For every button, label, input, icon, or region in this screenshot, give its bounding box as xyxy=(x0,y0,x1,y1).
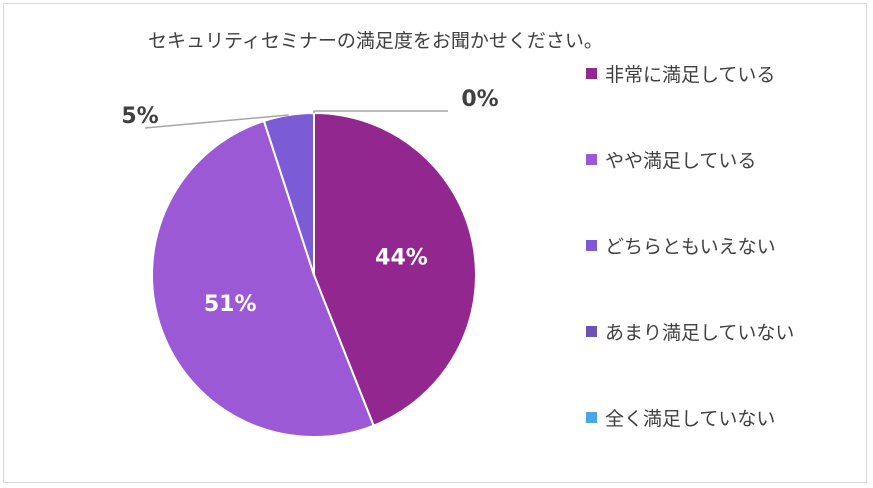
legend-item-not-very-satisfied: あまり満足していない xyxy=(586,316,794,346)
legend-label: やや満足している xyxy=(605,149,757,172)
legend-item-not-satisfied-at-all: 全く満足していない xyxy=(586,402,775,432)
legend-swatch xyxy=(586,67,597,79)
leader-line-neutral xyxy=(144,114,289,129)
legend-label: どちらともいえない xyxy=(605,235,776,258)
pie-slice-very-satisfied xyxy=(313,111,477,427)
data-label-somewhat-satisfied: 51% xyxy=(204,292,257,317)
legend-swatch xyxy=(586,153,597,165)
pie-slice-neutral xyxy=(262,111,315,276)
legend-label: 非常に満足している xyxy=(605,63,776,86)
legend-swatch xyxy=(586,239,597,251)
data-label-not-very-satisfied: 0% xyxy=(461,87,498,112)
legend-swatch xyxy=(586,325,597,337)
chart-title: セキュリティセミナーの満足度をお聞かせください。 xyxy=(148,30,603,52)
legend-label: あまり満足していない xyxy=(605,321,795,344)
legend-item-somewhat-satisfied: やや満足している xyxy=(586,144,756,174)
legend-label: 全く満足していない xyxy=(605,407,776,430)
data-label-neutral: 5% xyxy=(121,104,158,129)
legend-swatch xyxy=(586,411,597,423)
legend-item-neutral: どちらともいえない xyxy=(586,230,776,260)
leader-line-not-very-satisfied xyxy=(313,110,448,113)
pie-slice-somewhat-satisfied xyxy=(151,119,375,438)
data-label-very-satisfied: 44% xyxy=(375,245,428,270)
legend-item-very-satisfied: 非常に満足している xyxy=(586,58,775,88)
